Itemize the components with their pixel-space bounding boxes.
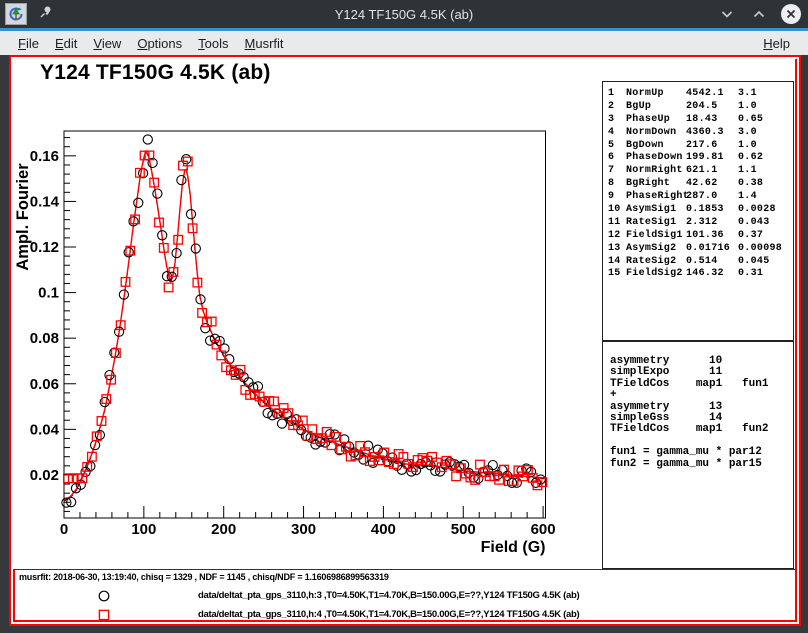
legend-label: data/deltat_pta_gps_3110,h:3 ,T0=4.50K,T… <box>198 590 579 601</box>
y-tick-label: 0.14 <box>30 193 60 210</box>
fit-info-line: musrfit: 2018-06-30, 13:19:40, chisq = 1… <box>19 572 389 582</box>
menu-item-musrfit[interactable]: Musrfit <box>237 34 292 53</box>
plot-pad[interactable]: 0 100 200 300 400 500 600 0.02 0.04 0.06 0.08 0.1 0.… <box>13 59 797 571</box>
param-row-2: 2BgUp204.51.0 <box>608 101 793 114</box>
y-tick-label: 0.12 <box>30 239 59 256</box>
menu-item-file[interactable]: File <box>10 34 47 53</box>
x-tick-label: 600 <box>531 521 556 538</box>
legend-row: data/deltat_pta_gps_3110,h:4 ,T0=4.50K,T… <box>15 606 795 624</box>
y-tick-label: 0.02 <box>30 467 59 484</box>
titlebar[interactable]: Y124 TF150G 4.5K (ab) <box>0 0 808 28</box>
fit-parameter-box[interactable]: 1NormUp4542.13.12BgUp204.51.03PhaseUp18.… <box>602 81 794 341</box>
menu-item-edit[interactable]: Edit <box>47 34 85 53</box>
x-tick-label: 500 <box>451 521 476 538</box>
maximize-icon[interactable] <box>748 3 770 25</box>
y-tick-label: 0.16 <box>30 148 59 165</box>
param-row-10: 10AsymSig10.18530.0028 <box>608 204 793 217</box>
fit-curve <box>64 151 546 500</box>
x-tick-label: 0 <box>60 521 68 538</box>
plot-title: Y124 TF150G 4.5K (ab) <box>40 61 271 85</box>
legend-pad[interactable]: musrfit: 2018-06-30, 13:19:40, chisq = 1… <box>13 569 797 622</box>
param-row-13: 13AsymSig20.017160.00098 <box>608 243 793 256</box>
data-point-circle <box>134 198 143 207</box>
data-point-circle <box>143 135 152 144</box>
root-canvas[interactable]: 0 100 200 300 400 500 600 0.02 0.04 0.06 0.08 0.1 0.… <box>9 55 801 626</box>
y-tick-label: 0.08 <box>30 330 59 347</box>
legend-label: data/deltat_pta_gps_3110,h:4 ,T0=4.50K,T… <box>198 609 579 620</box>
menu-item-view[interactable]: View <box>85 34 129 53</box>
menubar: FileEditViewOptionsToolsMusrfit Help <box>0 31 808 55</box>
param-row-15: 15FieldSig2146.320.31 <box>608 268 793 281</box>
plot-frame <box>64 131 546 518</box>
data-point-circle <box>177 176 186 185</box>
x-axis-title: Field (G) <box>481 539 546 556</box>
param-row-8: 8BgRight42.620.38 <box>608 178 793 191</box>
menu-item-tools[interactable]: Tools <box>190 34 236 53</box>
theory-box[interactable]: asymmetry 10 simplExpo 11 TFieldCos map1… <box>602 341 794 569</box>
data-point-circle <box>277 419 286 428</box>
data-point-square <box>164 283 173 292</box>
param-row-11: 11RateSig12.3120.043 <box>608 217 793 230</box>
pad-highlight-line <box>795 59 797 571</box>
param-row-6: 6PhaseDown199.810.62 <box>608 152 793 165</box>
close-icon[interactable] <box>780 3 802 25</box>
param-row-12: 12FieldSig1101.360.37 <box>608 230 793 243</box>
y-tick-label: 0.06 <box>30 376 59 393</box>
y-tick-label: 0.1 <box>38 285 59 302</box>
param-row-1: 1NormUp4542.13.1 <box>608 88 793 101</box>
menu-item-options[interactable]: Options <box>129 34 190 53</box>
menu-item-help[interactable]: Help <box>755 34 798 53</box>
y-tick-label: 0.04 <box>30 421 60 438</box>
window-title: Y124 TF150G 4.5K (ab) <box>0 7 808 22</box>
param-row-5: 5BgDown217.61.0 <box>608 140 793 153</box>
param-row-4: 4NormDown4360.33.0 <box>608 127 793 140</box>
param-row-14: 14RateSig20.5140.045 <box>608 256 793 269</box>
legend-row: data/deltat_pta_gps_3110,h:3 ,T0=4.50K,T… <box>15 587 795 605</box>
y-axis-title: Ampl. Fourier <box>14 163 32 271</box>
data-point-square <box>452 472 461 481</box>
minimize-icon[interactable] <box>716 3 738 25</box>
legend-marker-square <box>97 608 111 627</box>
data-point-circle <box>139 169 148 178</box>
data-point-circle <box>153 189 162 198</box>
data-point-square <box>174 236 183 245</box>
app-window: Y124 TF150G 4.5K (ab) FileEditViewOption… <box>0 0 808 633</box>
x-tick-label: 100 <box>131 521 156 538</box>
x-tick-label: 400 <box>371 521 396 538</box>
x-tick-label: 200 <box>211 521 236 538</box>
param-row-7: 7NormRight621.11.1 <box>608 165 793 178</box>
param-row-3: 3PhaseUp18.430.65 <box>608 114 793 127</box>
x-tick-label: 300 <box>291 521 316 538</box>
param-row-9: 9PhaseRight287.01.4 <box>608 191 793 204</box>
